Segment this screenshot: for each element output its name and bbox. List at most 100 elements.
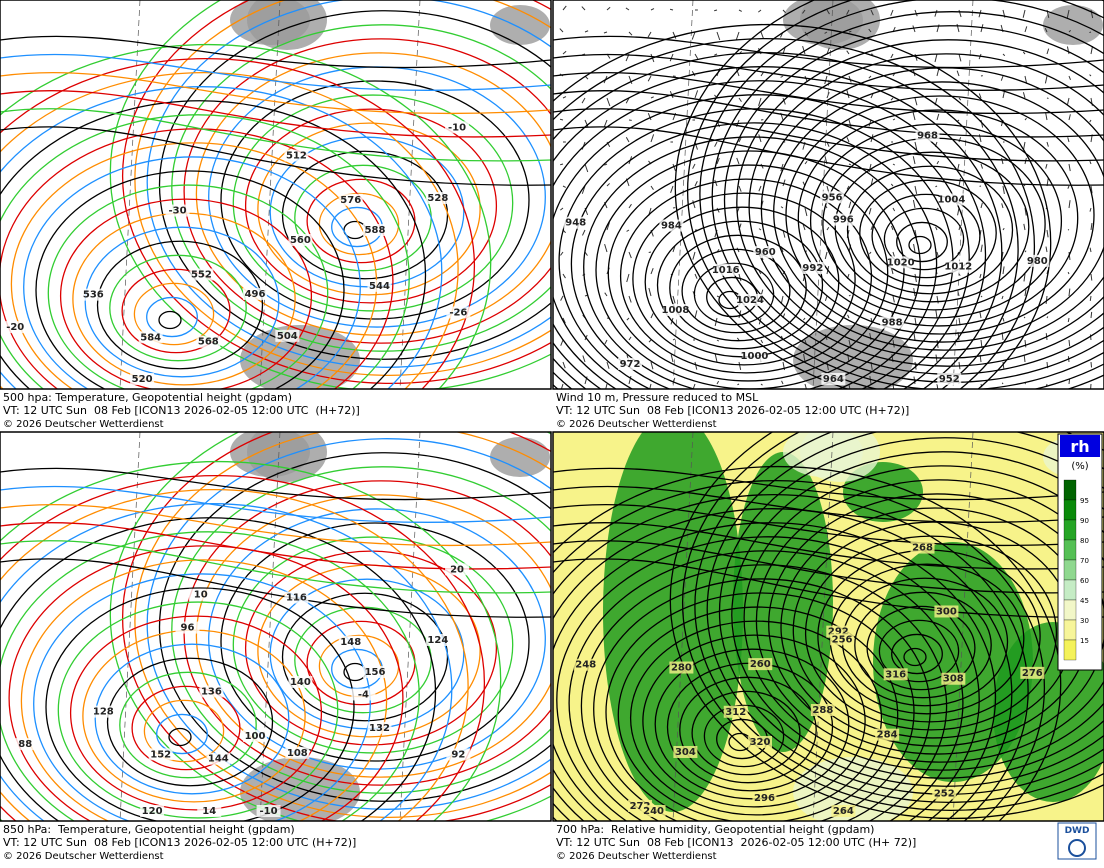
legend-swatch bbox=[1064, 580, 1076, 600]
contour-label: 320 bbox=[750, 737, 771, 748]
wind-barb bbox=[1089, 32, 1091, 33]
contour-label: -4 bbox=[358, 689, 369, 700]
wind-barb bbox=[560, 119, 563, 120]
wind-barb bbox=[1025, 383, 1026, 384]
wind-barb bbox=[1024, 317, 1025, 318]
legend-swatch bbox=[1064, 620, 1076, 640]
wind-barb bbox=[560, 164, 563, 165]
contour-label: 92 bbox=[451, 749, 465, 760]
contour-label: 956 bbox=[822, 192, 843, 203]
caption-time: VT: 12 UTC Sun 08 Feb [ICON13 2026-02-05… bbox=[556, 404, 909, 417]
contour-label: 552 bbox=[191, 269, 212, 280]
caption-time: VT: 12 UTC Sun 08 Feb [ICON13 2026-02-05… bbox=[556, 836, 916, 849]
wind-barb bbox=[670, 9, 673, 10]
contour-label: 512 bbox=[286, 151, 307, 162]
legend-tick: 45 bbox=[1080, 597, 1089, 605]
caption-copyright: © 2026 Deutscher Wetterdienst bbox=[3, 851, 164, 862]
contour-label: 588 bbox=[365, 225, 386, 236]
contour-label: 948 bbox=[565, 218, 586, 229]
legend-swatch bbox=[1064, 520, 1076, 540]
contour-label: 280 bbox=[671, 663, 692, 674]
contour-label: 240 bbox=[643, 806, 664, 817]
legend-swatch bbox=[1064, 480, 1076, 500]
contour-label: 124 bbox=[427, 635, 448, 646]
caption-title: 500 hpa: Temperature, Geopotential heigh… bbox=[3, 391, 292, 404]
caption-copyright: © 2026 Deutscher Wetterdienst bbox=[3, 419, 164, 430]
contour-label: 536 bbox=[83, 290, 104, 301]
contour-label: 128 bbox=[93, 707, 114, 718]
wind-barb bbox=[1091, 312, 1092, 318]
contour-label: 504 bbox=[277, 331, 298, 342]
contour-label: 14 bbox=[202, 806, 216, 817]
legend-tick: 30 bbox=[1080, 617, 1089, 625]
caption-title: 850 hPa: Temperature, Geopotential heigh… bbox=[3, 823, 295, 836]
contour-label: -10 bbox=[260, 806, 278, 817]
legend-tick: 70 bbox=[1080, 557, 1089, 565]
contour-label: 988 bbox=[882, 318, 903, 329]
contour-label: 284 bbox=[877, 730, 898, 741]
contour-label: 260 bbox=[750, 659, 771, 670]
legend-tick: 80 bbox=[1080, 537, 1089, 545]
contour-label: 108 bbox=[287, 748, 308, 759]
contour-label: 968 bbox=[917, 131, 938, 142]
legend-tick: 95 bbox=[1080, 497, 1089, 505]
contour-label: 20 bbox=[450, 564, 464, 575]
contour-label: 952 bbox=[939, 374, 960, 385]
contour-label: 980 bbox=[1027, 256, 1048, 267]
contour-label: 1004 bbox=[937, 194, 965, 205]
contour-label: 560 bbox=[290, 235, 311, 246]
caption-copyright: © 2026 Deutscher Wetterdienst bbox=[556, 851, 717, 862]
contour-label: 256 bbox=[832, 634, 853, 645]
contour-label: 96 bbox=[181, 623, 195, 634]
contour-label: 264 bbox=[833, 806, 854, 817]
wind-barb bbox=[1002, 383, 1003, 384]
contour-label: -10 bbox=[448, 122, 466, 133]
wind-barb bbox=[1069, 340, 1070, 346]
wind-barb bbox=[1069, 379, 1070, 384]
contour-label: 100 bbox=[245, 731, 266, 742]
contour-label: 544 bbox=[369, 281, 390, 292]
contour-label: 308 bbox=[943, 674, 964, 685]
contour-label: 584 bbox=[140, 332, 161, 343]
contour-label: 268 bbox=[912, 543, 933, 554]
legend-tick: 90 bbox=[1080, 517, 1089, 525]
land bbox=[1043, 5, 1103, 45]
legend-swatch bbox=[1064, 540, 1076, 560]
contour-label: 528 bbox=[427, 193, 448, 204]
contour-label: 300 bbox=[936, 606, 957, 617]
contour-label: -20 bbox=[6, 322, 24, 333]
contour-label: 984 bbox=[661, 221, 682, 232]
logo-text: DWD bbox=[1065, 826, 1090, 836]
contour-label: 144 bbox=[208, 754, 229, 765]
wind-barb bbox=[1090, 334, 1091, 340]
contour-label: 964 bbox=[823, 374, 844, 385]
wind-barb bbox=[1091, 362, 1092, 367]
legend-swatch bbox=[1064, 500, 1076, 520]
contour-label: 120 bbox=[142, 806, 163, 817]
contour-label: 136 bbox=[201, 686, 222, 697]
contour-label: 156 bbox=[365, 667, 386, 678]
legend-swatch bbox=[1064, 600, 1076, 620]
legend-tick: 60 bbox=[1080, 577, 1089, 585]
contour-label: 1000 bbox=[741, 351, 769, 362]
contour-label: 520 bbox=[132, 374, 153, 385]
contour-label: 316 bbox=[885, 669, 906, 680]
contour-label: -30 bbox=[168, 206, 186, 217]
legend-title: rh bbox=[1070, 437, 1089, 456]
caption-time: VT: 12 UTC Sun 08 Feb [ICON13 2026-02-05… bbox=[3, 836, 356, 849]
contour-label: 152 bbox=[150, 749, 171, 760]
legend-swatch bbox=[1064, 640, 1076, 660]
wind-barb bbox=[714, 10, 717, 11]
contour-label: 248 bbox=[575, 660, 596, 671]
contour-label: -26 bbox=[449, 307, 467, 318]
land bbox=[490, 437, 550, 477]
contour-label: 960 bbox=[755, 247, 776, 258]
contour-label: 276 bbox=[1022, 668, 1043, 679]
contour-label: 1024 bbox=[736, 295, 764, 306]
contour-label: 88 bbox=[18, 739, 32, 750]
legend-swatch bbox=[1064, 560, 1076, 580]
contour-label: 1008 bbox=[661, 305, 689, 316]
